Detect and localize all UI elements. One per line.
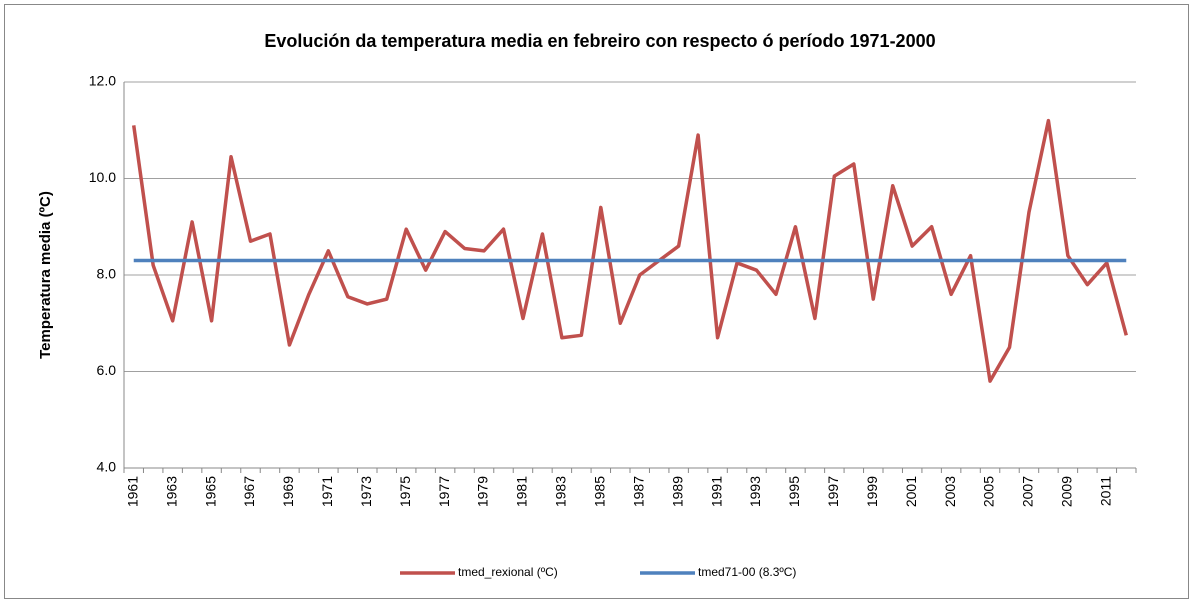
x-tick-label: 1975 (397, 476, 413, 507)
x-tick-label: 1973 (358, 476, 374, 507)
y-tick-label: 4.0 (97, 459, 117, 475)
x-tick-label: 2003 (942, 476, 958, 507)
legend-label: tmed71-00 (8.3ºC) (698, 565, 796, 579)
x-tick-label: 1987 (630, 476, 646, 507)
x-tick-label: 1985 (592, 476, 608, 507)
y-tick-label: 6.0 (97, 362, 117, 378)
x-tick-label: 1969 (280, 476, 296, 507)
y-tick-label: 8.0 (97, 266, 117, 282)
x-tick-label: 1971 (319, 476, 335, 507)
chart-frame (4, 4, 1189, 599)
y-tick-label: 10.0 (89, 169, 116, 185)
x-tick-label: 1983 (553, 476, 569, 507)
x-tick-label: 1997 (825, 476, 841, 507)
x-tick-label: 2001 (903, 476, 919, 507)
x-tick-label: 2011 (1098, 476, 1114, 506)
x-tick-label: 1993 (747, 476, 763, 507)
x-tick-label: 1963 (163, 476, 179, 507)
x-tick-label: 1991 (708, 476, 724, 507)
x-tick-label: 1981 (514, 476, 530, 507)
x-tick-label: 1979 (475, 476, 491, 507)
x-tick-label: 1965 (202, 476, 218, 507)
x-tick-label: 1977 (436, 476, 452, 507)
x-tick-label: 1989 (669, 476, 685, 507)
x-tick-label: 1999 (864, 476, 880, 507)
y-tick-label: 12.0 (89, 73, 116, 89)
x-tick-label: 2007 (1020, 476, 1036, 507)
x-tick-label: 1995 (786, 476, 802, 507)
chart-title: Evolución da temperatura media en febrei… (264, 31, 935, 51)
x-tick-label: 1967 (241, 476, 257, 507)
series-line (131, 118, 1128, 383)
x-tick-label: 2009 (1059, 476, 1075, 507)
x-tick-label: 1961 (124, 476, 140, 507)
x-tick-label: 2005 (981, 476, 997, 507)
legend-label: tmed_rexional (ºC) (458, 565, 558, 579)
y-axis-label: Temperatura media (ºC) (37, 191, 54, 359)
